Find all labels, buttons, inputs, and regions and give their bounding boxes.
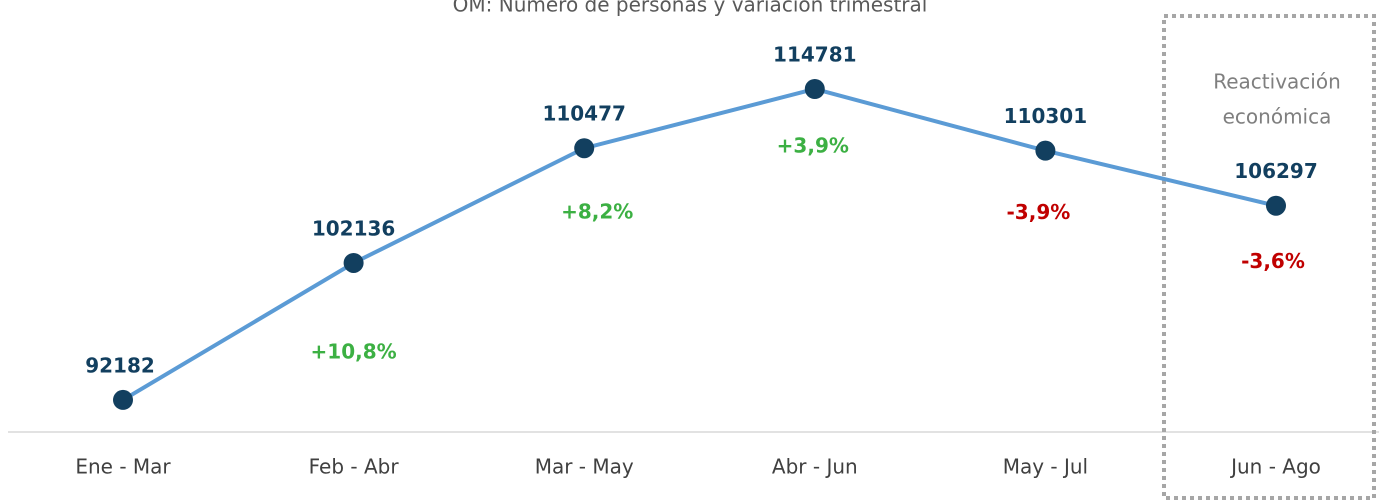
x-tick-label: Feb - Abr [309,455,400,479]
point [1035,140,1056,161]
variation-label: +10,8% [311,339,397,363]
variation-label: -3,6% [1241,249,1305,273]
point [113,389,133,410]
x-tick-label: May - Jul [1003,455,1088,479]
highlight-label: económica [1223,105,1332,129]
data-label: 110301 [1004,104,1088,128]
point [804,79,825,100]
data-label: 92182 [85,353,155,377]
x-tick-label: Abr - Jun [772,455,858,479]
line [121,86,1277,402]
data-label: 106297 [1234,159,1318,183]
point [343,252,364,273]
chart-title: OM: Número de personas y variación trime… [453,0,928,17]
highlight-label: Reactivación [1213,70,1341,94]
highlight-box [1162,14,1376,500]
data-label: 114781 [773,43,857,67]
data-label: 102136 [312,216,396,240]
variation-label: +8,2% [561,200,633,224]
variation-label: +3,9% [777,134,849,158]
point [1266,195,1286,216]
point [574,138,595,159]
x-tick-label: Ene - Mar [75,455,171,479]
x-tick-label: Jun - Ago [1229,455,1321,479]
variation-label: -3,9% [1007,200,1071,224]
data-label: 110477 [542,102,626,126]
x-tick-label: Mar - May [535,455,634,479]
